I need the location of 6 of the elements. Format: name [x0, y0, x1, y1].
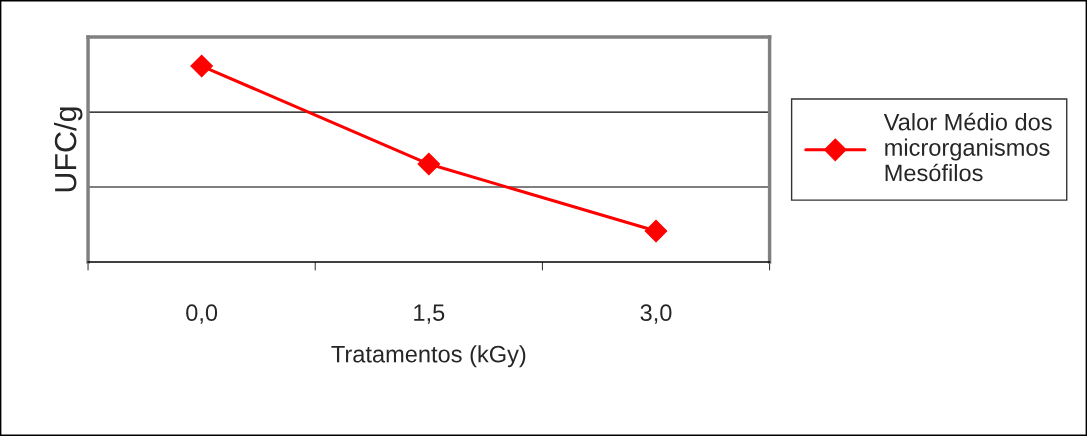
y-axis-title: UFC/g: [54, 107, 83, 192]
x-tick-label: 3,0: [640, 304, 672, 324]
x-tick-label: 0,0: [186, 304, 218, 324]
x-axis-title: Tratamentos (kGy): [331, 345, 526, 368]
x-tick-label: 1,5: [414, 304, 445, 324]
legend-label: Valor Médio dos microrganismos Mesófilos: [883, 112, 1052, 182]
